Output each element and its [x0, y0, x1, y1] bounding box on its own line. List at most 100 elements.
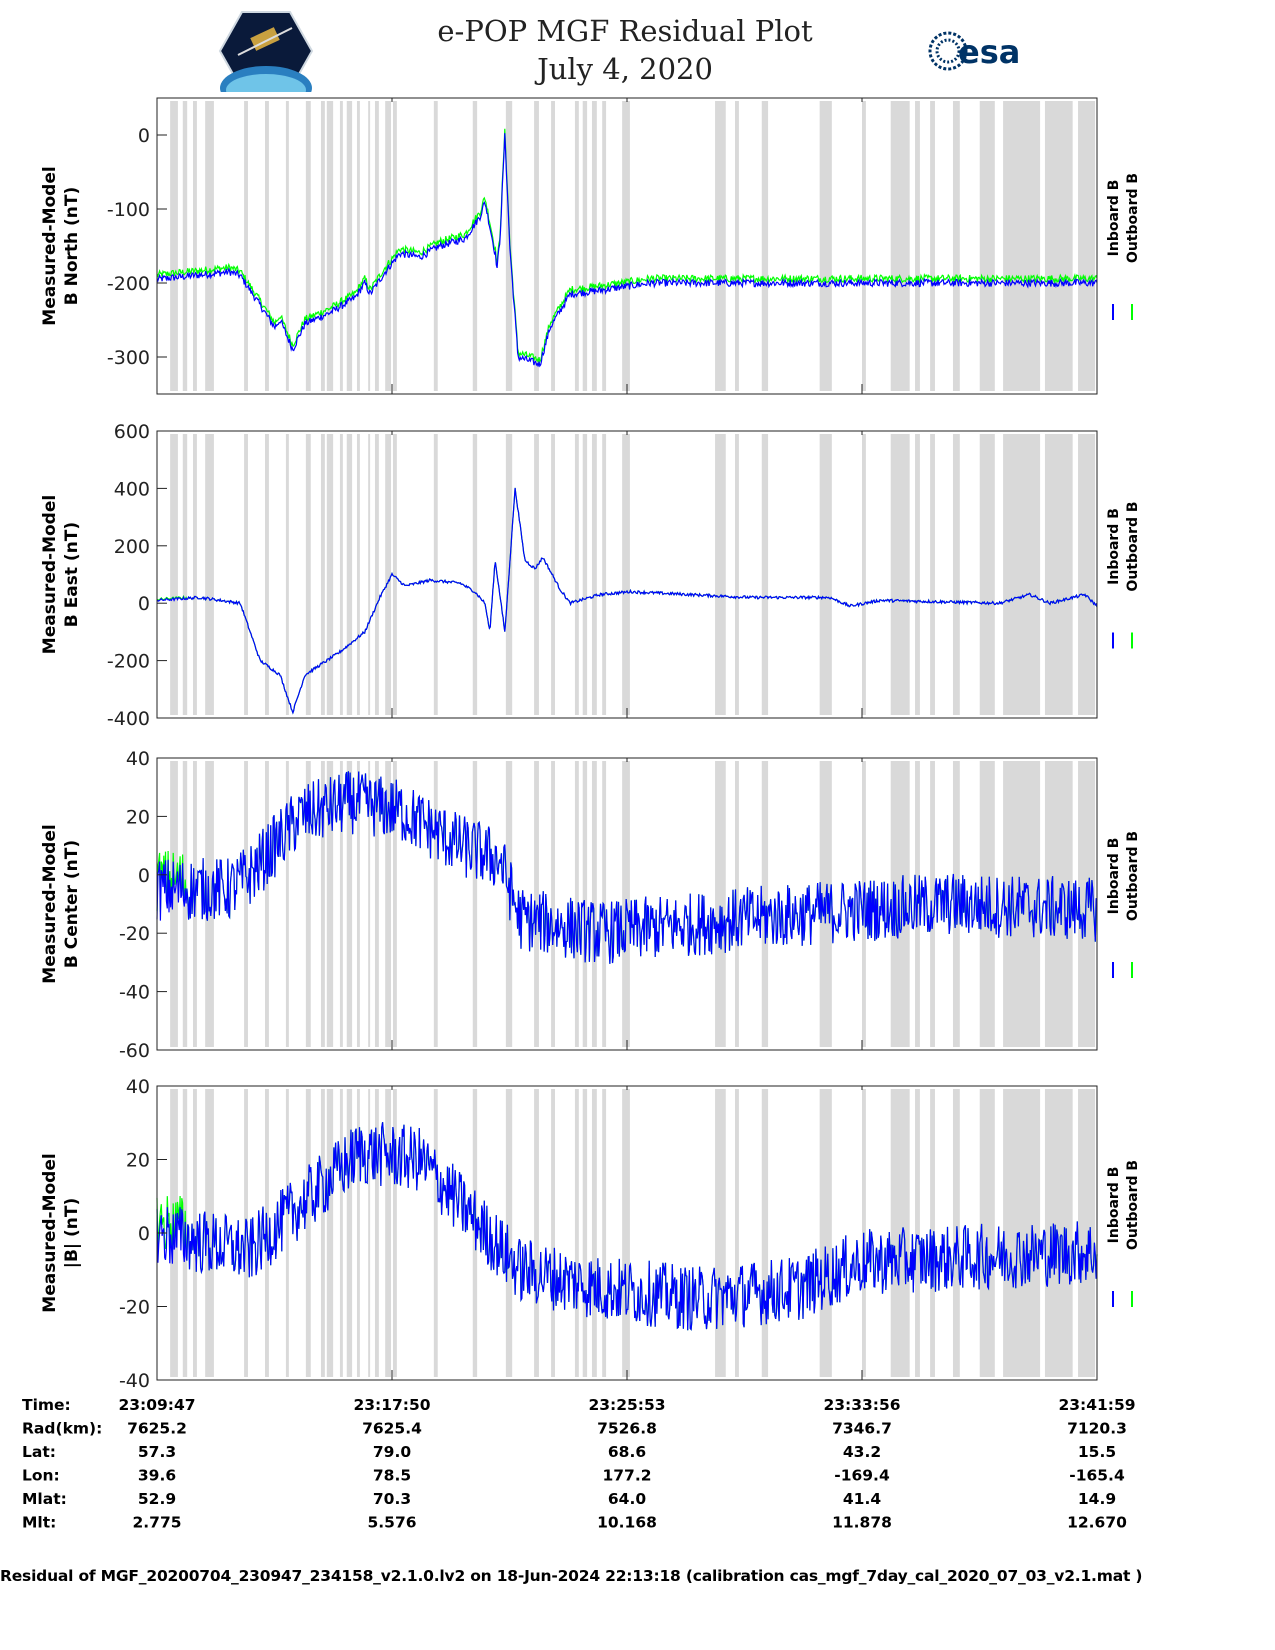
ephemeris-row-label: Mlat: [22, 1490, 67, 1508]
ephemeris-value: 14.9 [1078, 1490, 1116, 1508]
data-gap-band [591, 434, 597, 715]
inboard-series-line [156, 487, 1098, 715]
data-gap-band [170, 434, 178, 715]
y-tick-label: 0 [138, 593, 150, 615]
data-gap-band [472, 761, 478, 1047]
data-gap-band [602, 101, 607, 391]
y-tick-label: -60 [119, 1040, 150, 1062]
data-gap-band [433, 434, 438, 715]
data-gap-band [346, 101, 353, 391]
y-axis-label: B East (nT) [62, 522, 82, 627]
data-gap-band [715, 761, 726, 1047]
plot-date: July 4, 2020 [537, 52, 713, 86]
data-gap-band [915, 1089, 920, 1377]
data-gap-band [1044, 101, 1073, 391]
data-gap-band [1078, 1089, 1096, 1377]
data-gap-band [582, 101, 588, 391]
data-gap-band [574, 101, 579, 391]
legend-label: Outboard B [1125, 1160, 1141, 1250]
y-tick-label: -300 [107, 347, 150, 369]
data-gap-band [339, 1089, 343, 1377]
data-gap-band [930, 101, 935, 391]
data-gap-band [433, 761, 438, 1047]
data-gap-band [1044, 1089, 1073, 1377]
y-tick-label: -200 [107, 273, 150, 295]
data-gap-band [374, 1089, 379, 1377]
y-axis-label: Measured-Model [40, 495, 60, 654]
legend-label: Outboard B [1125, 831, 1141, 921]
ephemeris-value: 39.6 [138, 1467, 176, 1485]
ephemeris-value: 11.878 [832, 1514, 892, 1532]
panel-2: 600 400 200 0 -200 -400 Measured-Model B East (… [40, 421, 1141, 730]
data-gap-band [385, 761, 392, 1047]
data-gap-band [326, 761, 334, 1047]
data-gap-band [551, 761, 555, 1047]
y-tick-label: -100 [107, 199, 150, 221]
ephemeris-value: 23:33:56 [823, 1396, 900, 1414]
data-gap-band [339, 101, 343, 391]
data-gap-band [505, 101, 513, 391]
data-gap-band [326, 1089, 334, 1377]
data-gap-band [326, 101, 334, 391]
y-tick-label: 20 [126, 1150, 150, 1172]
data-gap-band [534, 1089, 539, 1377]
data-gap-band [433, 1089, 438, 1377]
data-gap-band [574, 761, 579, 1047]
data-gap-band [715, 101, 726, 391]
legend-label: Inboard B [1106, 508, 1122, 585]
data-gap-band [1044, 434, 1073, 715]
data-gap-band [305, 101, 311, 391]
y-axis-label: Measured-Model [40, 824, 60, 983]
ephemeris-value: 78.5 [373, 1467, 411, 1485]
y-axis-label: Measured-Model [40, 166, 60, 325]
ephemeris-value: 41.4 [843, 1490, 881, 1508]
ephemeris-row-label: Mlt: [22, 1514, 56, 1532]
data-gap-band [356, 101, 360, 391]
data-gap-band [1003, 101, 1041, 391]
panel-1: 0 -100 -200 -300 Measured-Model B North (nT) I… [40, 97, 1141, 395]
legend-label: Inboard B [1106, 1167, 1122, 1244]
svg-text:esa: esa [958, 33, 1020, 71]
ephemeris-value: 23:41:59 [1058, 1396, 1135, 1414]
data-gap-band [244, 1089, 248, 1377]
y-tick-label: 600 [114, 421, 150, 443]
ephemeris-value: 10.168 [597, 1514, 657, 1532]
data-gap-band [368, 761, 371, 1047]
y-tick-label: 40 [126, 748, 150, 770]
inboard-series-line [156, 1122, 1098, 1331]
ephemeris-value: 43.2 [843, 1443, 881, 1461]
ephemeris-value: 7526.8 [597, 1420, 657, 1438]
y-axis-label: B Center (nT) [62, 840, 82, 968]
data-gap-band [622, 101, 630, 391]
ephemeris-row-label: Lon: [22, 1467, 60, 1485]
data-gap-band [534, 434, 539, 715]
data-gap-band [930, 761, 935, 1047]
data-gap-band [392, 434, 397, 715]
ephemeris-value: 79.0 [373, 1443, 411, 1461]
data-gap-band [265, 434, 269, 715]
data-gap-band [285, 434, 289, 715]
data-gap-band [890, 761, 910, 1047]
data-gap-band [193, 1089, 197, 1377]
legend-label: Inboard B [1106, 180, 1122, 257]
data-gap-band [356, 761, 360, 1047]
ephemeris-value: 64.0 [608, 1490, 646, 1508]
inboard-series-line [156, 133, 1098, 368]
ephemeris-value: 7120.3 [1067, 1420, 1127, 1438]
esa-logo: esa [928, 31, 1020, 71]
data-gap-band [392, 101, 397, 391]
data-gap-band [368, 101, 371, 391]
y-tick-label: -40 [119, 982, 150, 1004]
data-gap-band [472, 434, 478, 715]
data-gap-band [979, 1089, 995, 1377]
data-gap-band [170, 761, 178, 1047]
data-gap-band [305, 761, 311, 1047]
data-gap-band [285, 1089, 289, 1377]
data-gap-band [1078, 101, 1096, 391]
ephemeris-value: 7625.4 [362, 1420, 422, 1438]
data-gap-band [979, 434, 995, 715]
ephemeris-value: 23:09:47 [118, 1396, 195, 1414]
data-gap-band [320, 101, 325, 391]
